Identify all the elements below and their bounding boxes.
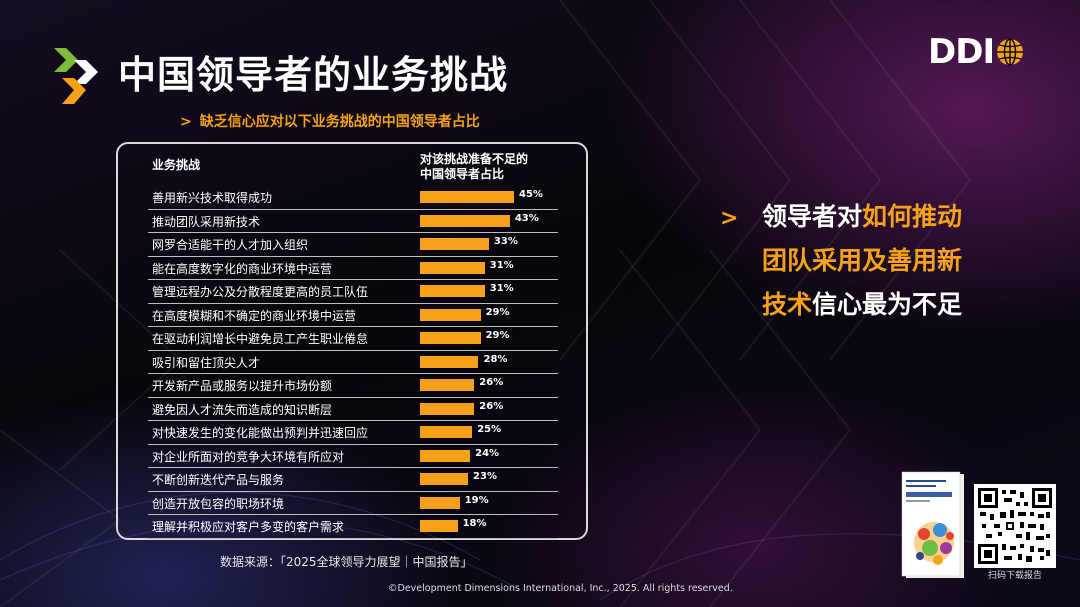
bar [420,379,475,391]
qr-caption: 扫码下载报告 [987,571,1042,581]
chart-subtitle: > 缺乏信心应对以下业务挑战的中国领导者占比 [180,111,480,131]
category-label: 网罗合适能干的人才加入组织 [152,238,309,252]
copyright: ©Development Dimensions International, I… [388,583,733,594]
qr-code-image[interactable] [974,484,1056,568]
chart-row: 避免因人才流失而造成的知识断层 26% [148,398,558,421]
category-label: 吸引和留住顶尖人才 [152,355,261,370]
data-source: 数据来源：「2025全球领导力展望｜中国报告」 [220,555,473,569]
subtitle-chevron: > [180,114,192,130]
value-label: 26% [479,400,504,412]
category-label: 开发新产品或服务以提升市场份额 [152,379,333,393]
bar [420,214,510,227]
category-label: 能在高度数字化的商业环境中运营 [152,261,333,276]
value-label: 29% [485,330,510,341]
chart-row: 对企业所面对的竞争大环境有所应对 24% [148,445,558,468]
category-label: 管理远程办公及分散程度更高的员工队伍 [152,285,369,299]
chart-row: 不断创新迭代产品与服务 23% [148,468,558,492]
bar [420,191,514,203]
column-header-percent: 对该挑战准备不足的 中国领导者占比 [420,152,570,182]
category-label: 对快速发生的变化能做出预判并迅速回应 [152,426,369,440]
value-label: 29% [485,306,510,318]
bar [420,520,458,532]
callout-chevron: > [720,206,739,231]
category-label: 理解并积极应对客户多变的客户需求 [152,520,345,534]
chart-row: 能在高度数字化的商业环境中运营 31% [148,257,558,280]
chart-row: 推动团队采用新技术 43% [148,210,558,233]
bar [420,449,471,462]
callout-line3-plain: 信心最为不足 [812,290,963,319]
ddi-logo: DDI [928,32,1025,72]
chart-row: 管理远程办公及分散程度更高的员工队伍 31% [148,280,558,304]
chart-frame [116,142,588,540]
value-label: 24% [475,447,500,459]
callout-line-1: 领导者对如何推动 [762,200,962,234]
chart-row: 创造开放包容的职场环境 19% [148,492,558,515]
bar [420,238,489,250]
column-header-challenge: 业务挑战 [152,158,201,172]
bar [420,473,469,485]
bar [420,261,485,274]
category-label: 创造开放包容的职场环境 [152,496,285,511]
category-label: 避免因人才流失而造成的知识断层 [152,402,333,417]
subtitle-text: 缺乏信心应对以下业务挑战的中国领导者占比 [199,114,480,130]
callout-line2-highlight: 团队采用及善用新 [762,246,963,275]
value-label: 31% [489,283,514,294]
category-label: 在驱动利润增长中避免员工产生职业倦怠 [152,332,369,346]
category-label: 在高度模糊和不确定的商业环境中运营 [152,308,357,323]
callout-line-2: 团队采用及善用新 [762,244,962,278]
report-cover-image [901,471,964,578]
value-label: 31% [489,259,514,271]
brand-name: DDI [928,32,995,72]
chart-row: 理解并积极应对客户多变的客户需求 18% [148,515,558,539]
value-label: 45% [519,189,543,200]
bar [420,332,481,344]
chart-row: 吸引和留住顶尖人才 28% [148,351,558,374]
bar [420,402,475,415]
ddi-globe-icon [997,38,1024,66]
value-label: 18% [462,518,487,529]
category-label: 不断创新迭代产品与服务 [152,473,285,487]
bar [420,426,473,438]
column-header-percent-line1: 对该挑战准备不足的 [420,152,529,166]
callout-line-3: 技术信心最为不足 [762,288,962,322]
value-label: 23% [473,471,497,482]
category-label: 推动团队采用新技术 [152,214,261,229]
callout-line1-plain: 领导者对 [762,202,863,231]
chart-row: 在驱动利润增长中避免员工产生职业倦怠 29% [148,327,558,351]
value-label: 26% [479,377,504,388]
chart-row: 网罗合适能干的人才加入组织 33% [148,233,558,257]
value-label: 33% [493,236,518,247]
bar [420,496,460,509]
bar-chart: 善用新兴技术取得成功 45% 推动团队采用新技术 43% 网罗合适能干的人才加入组织 33… [148,186,558,539]
chart-row: 开发新产品或服务以提升市场份额 26% [148,374,558,398]
bar [420,285,485,297]
value-label: 19% [464,494,489,506]
callout-line1-highlight: 如何推动 [862,202,963,231]
column-header-percent-line2: 中国领导者占比 [420,167,505,181]
chart-row: 对快速发生的变化能做出预判并迅速回应 25% [148,421,558,445]
value-label: 43% [514,212,539,224]
callout-line3-highlight: 技术 [762,290,813,319]
bar [420,308,481,321]
double-chevron-logo-icon [54,48,98,104]
page-title: 中国领导者的业务挑战 [118,53,509,97]
bar [420,355,479,368]
chart-row: 在高度模糊和不确定的商业环境中运营 29% [148,304,558,327]
chart-row: 善用新兴技术取得成功 45% [148,186,558,210]
value-label: 28% [483,353,508,365]
value-label: 25% [477,424,502,435]
category-label: 对企业所面对的竞争大环境有所应对 [152,449,345,464]
category-label: 善用新兴技术取得成功 [152,191,273,205]
